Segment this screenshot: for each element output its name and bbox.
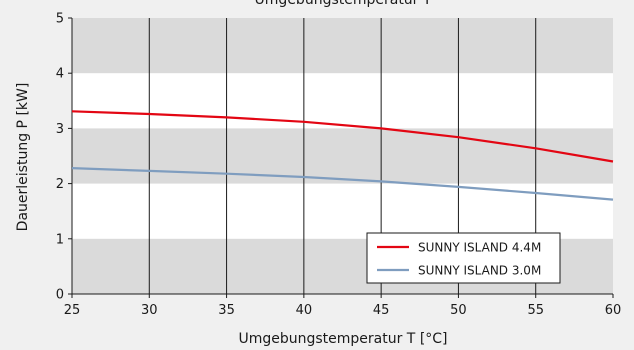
x-tick-label: 55 [527,303,544,318]
y-axis-title: Dauerleistung P [kW] [15,83,31,232]
legend: SUNNY ISLAND 4.4M SUNNY ISLAND 3.0M [366,232,561,284]
grid-band [72,18,613,74]
y-tick-label: 3 [56,122,64,137]
legend-box [366,232,561,284]
y-tick-label: 0 [56,288,64,303]
x-tick-label: 60 [605,303,622,318]
legend-label-1: SUNNY ISLAND 4.4M [418,241,541,255]
chart-title: Umgebungstemperatur T [255,0,432,8]
y-tick-label: 5 [56,12,64,27]
y-tick-label: 4 [56,67,64,82]
legend-label-2: SUNNY ISLAND 3.0M [418,264,541,278]
x-axis-title: Umgebungstemperatur T [°C] [238,331,447,347]
x-tick-label: 30 [141,303,158,318]
grid-band [72,128,613,184]
x-tick-label: 35 [218,303,235,318]
x-tick-label: 45 [373,303,390,318]
x-tick-label: 40 [296,303,313,318]
series-line-1 [71,110,614,163]
x-tick-label: 25 [64,303,81,318]
x-tick-label: 50 [450,303,467,318]
series-line-2 [71,167,614,201]
y-tick-label: 1 [56,232,64,247]
y-tick-label: 2 [56,177,64,192]
